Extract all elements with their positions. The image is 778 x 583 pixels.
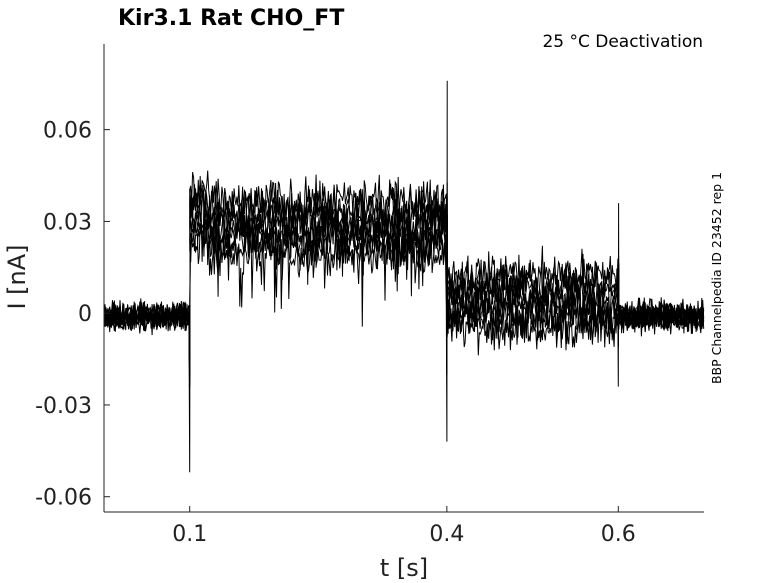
x-tick-label: 0.1 <box>172 522 207 547</box>
y-axis-label: I [nA] <box>3 244 31 309</box>
chart-subtitle: 25 °C Deactivation <box>542 32 703 52</box>
x-tick-label: 0.4 <box>429 522 464 547</box>
y-tick-label: 0.03 <box>43 210 92 235</box>
current-traces <box>103 80 705 473</box>
current-trace <box>103 179 705 387</box>
y-axis-ticks: -0.06 -0.03 0 0.03 0.06 <box>35 119 110 511</box>
current-trace <box>103 175 705 372</box>
current-trace <box>103 185 705 380</box>
x-axis-label: t [s] <box>380 554 428 582</box>
plot-area: 0.1 0.4 0.6 -0.06 -0.03 0 0.03 0.06 <box>35 44 705 547</box>
channelpedia-id-label: BBP Channelpedia ID 23452 rep 1 <box>709 172 724 384</box>
y-tick-label: -0.03 <box>35 394 92 419</box>
y-tick-label: 0 <box>78 302 92 327</box>
y-tick-label: 0.06 <box>43 119 92 144</box>
x-axis-ticks: 0.1 0.4 0.6 <box>172 506 636 547</box>
y-tick-label: -0.06 <box>35 486 92 511</box>
current-trace <box>103 170 705 375</box>
current-trace <box>103 215 705 386</box>
current-trace <box>103 80 704 473</box>
x-tick-label: 0.6 <box>601 522 636 547</box>
chart-title: Kir3.1 Rat CHO_FT <box>118 6 344 31</box>
